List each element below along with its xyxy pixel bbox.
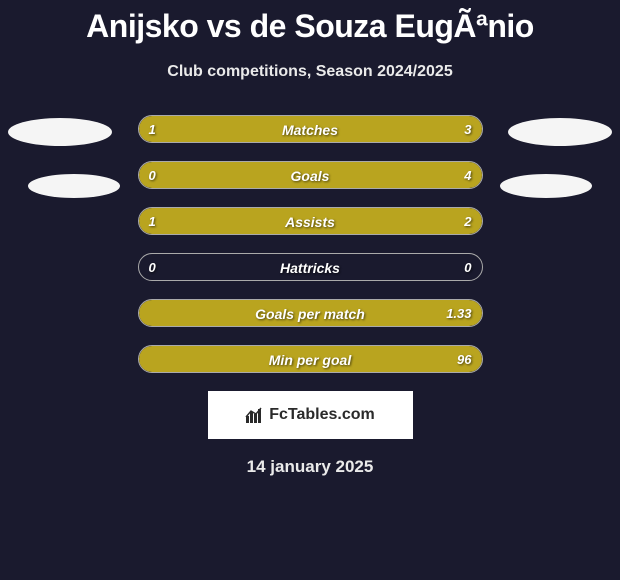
stat-value-left: 1 (149, 116, 156, 143)
stat-label: Hattricks (139, 254, 482, 281)
stat-row: Matches1 3 (138, 115, 483, 143)
stat-value-right: 96 (457, 346, 471, 373)
stat-value-left: 0 (149, 254, 156, 281)
brand-logo-text: FcTables.com (269, 406, 375, 424)
stat-label: Goals (139, 162, 482, 189)
page-subtitle: Club competitions, Season 2024/2025 (0, 63, 620, 81)
brand-logo-box: FcTables.com (208, 391, 413, 439)
stat-label: Assists (139, 208, 482, 235)
avatar-ellipse-right-2 (500, 174, 592, 198)
chart-bars-icon (245, 406, 265, 424)
avatar-ellipse-left-2 (28, 174, 120, 198)
stat-value-right: 1.33 (446, 300, 471, 327)
page-title: Anijsko vs de Souza EugÃªnio (0, 0, 620, 45)
stat-value-left: 0 (149, 162, 156, 189)
stat-row: Goals0 4 (138, 161, 483, 189)
avatar-ellipse-left-1 (8, 118, 112, 146)
avatar-ellipse-right-1 (508, 118, 612, 146)
stat-row: Hattricks0 0 (138, 253, 483, 281)
stat-row: Min per goal96 (138, 345, 483, 373)
stat-value-right: 4 (464, 162, 471, 189)
stat-label: Min per goal (139, 346, 482, 373)
stat-value-right: 3 (464, 116, 471, 143)
stat-label: Matches (139, 116, 482, 143)
stat-value-left: 1 (149, 208, 156, 235)
stat-row: Assists1 2 (138, 207, 483, 235)
stat-row: Goals per match1.33 (138, 299, 483, 327)
stats-container: Matches13Goals04Assists12Hattricks00Goal… (138, 115, 483, 373)
stat-value-right: 0 (464, 254, 471, 281)
stat-value-right: 2 (464, 208, 471, 235)
footer-date: 14 january 2025 (0, 457, 620, 477)
stat-label: Goals per match (139, 300, 482, 327)
